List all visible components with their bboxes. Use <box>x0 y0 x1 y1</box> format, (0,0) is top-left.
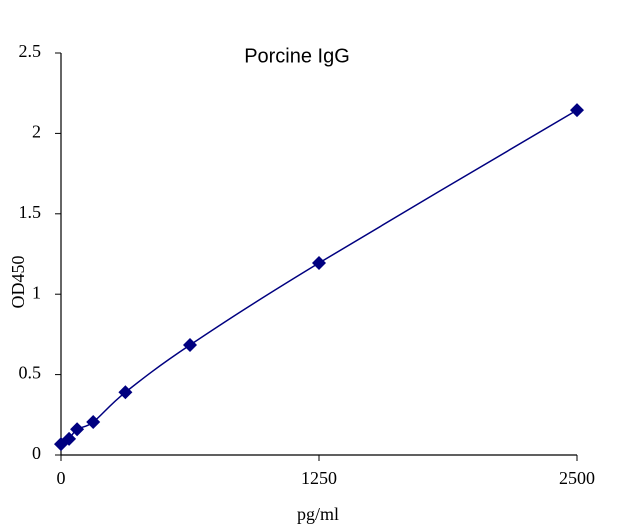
data-point <box>86 415 101 430</box>
x-tick-label: 1250 <box>301 468 337 488</box>
y-axis-label: OD450 <box>8 256 28 309</box>
data-point <box>570 103 584 118</box>
data-point <box>62 431 77 446</box>
x-tick-label: 0 <box>57 468 66 488</box>
chart-title: Porcine IgG <box>244 45 350 67</box>
x-tick-label: 2500 <box>559 468 595 488</box>
y-tick-label: 0.5 <box>19 363 42 383</box>
y-tick-label: 1 <box>32 282 41 302</box>
y-tick-label: 2.5 <box>19 41 42 61</box>
data-point <box>118 385 133 400</box>
data-point <box>183 338 197 353</box>
x-axis-label: pg/ml <box>297 504 339 524</box>
y-tick-label: 2 <box>32 122 41 142</box>
data-point <box>312 256 326 271</box>
fit-curve <box>60 109 578 445</box>
y-tick-label: 0 <box>32 443 41 463</box>
data-point <box>70 422 85 437</box>
y-tick-label: 1.5 <box>19 202 42 222</box>
